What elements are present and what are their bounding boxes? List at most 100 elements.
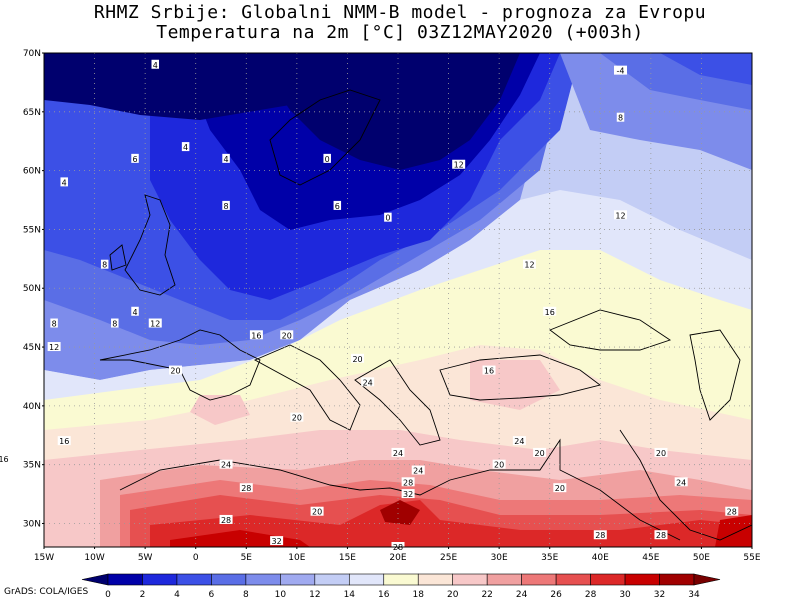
lon-label: 5E bbox=[241, 553, 253, 563]
lat-label: 70N bbox=[23, 49, 41, 59]
contour-label: 8 bbox=[618, 114, 623, 123]
contour-label: 4 bbox=[224, 155, 229, 164]
axis-labels: 70N 65N 60N 55N 50N 45N 40N 35N 30N 15W 10W 5W 0 5E 10… bbox=[23, 49, 761, 563]
colorbar-swatch bbox=[486, 573, 522, 586]
contour-labels: 4-40468-48121212160448608848121216202024… bbox=[0, 59, 739, 552]
lon-label: 5W bbox=[138, 553, 153, 563]
colorbar-tick: 26 bbox=[550, 590, 562, 600]
contour-label: 20 bbox=[535, 449, 545, 458]
colorbar-arrow-low bbox=[81, 573, 109, 586]
contour-label: 20 bbox=[170, 367, 180, 376]
contour-label: 20 bbox=[282, 331, 292, 340]
contour-label: 24 bbox=[393, 449, 403, 458]
colorbar-swatch bbox=[245, 573, 281, 586]
colorbar-swatch bbox=[280, 573, 316, 586]
contour-label: 0 bbox=[385, 214, 390, 223]
lat-label: 45N bbox=[23, 343, 41, 353]
colorbar-swatch bbox=[452, 573, 488, 586]
colorbar-swatch bbox=[659, 573, 695, 586]
contour-label: 24 bbox=[413, 467, 423, 476]
colorbar-tick: 28 bbox=[585, 590, 597, 600]
lat-label: 55N bbox=[23, 225, 41, 235]
colorbar-swatch bbox=[555, 573, 591, 586]
colorbar-tick: 12 bbox=[309, 590, 320, 600]
contour-label: 28 bbox=[727, 508, 737, 517]
colorbar-tick: 30 bbox=[619, 590, 631, 600]
lon-label: 10E bbox=[288, 553, 305, 563]
contour-label: 28 bbox=[595, 531, 605, 540]
contour-label: 8 bbox=[224, 202, 229, 211]
colorbar-tick: 6 bbox=[209, 590, 215, 600]
colorbar: 0 2 4 6 8 10 12 14 16 18 20 22 24 26 28 30 32 34 bbox=[81, 573, 721, 600]
contour-label: 24 bbox=[221, 461, 231, 470]
contour-label: 12 bbox=[524, 261, 534, 270]
colorbar-tick: 10 bbox=[275, 590, 287, 600]
contour-label: 8 bbox=[112, 320, 117, 329]
contour-label: 4 bbox=[62, 178, 67, 187]
contour-label: 28 bbox=[241, 484, 251, 493]
contour-label: 32 bbox=[403, 490, 413, 499]
lon-label: 55E bbox=[743, 553, 760, 563]
colorbar-swatch bbox=[348, 573, 385, 586]
lon-label: 20E bbox=[389, 553, 406, 563]
colorbar-tick: 4 bbox=[174, 590, 180, 600]
contour-label: 28 bbox=[656, 531, 666, 540]
contour-label: 16 bbox=[0, 455, 9, 464]
colorbar-swatch bbox=[314, 573, 350, 586]
lon-label: 25E bbox=[440, 553, 457, 563]
lon-label: 35E bbox=[541, 553, 558, 563]
lat-label: 50N bbox=[23, 284, 41, 294]
lon-label: 15W bbox=[34, 553, 54, 563]
contour-label: 24 bbox=[676, 478, 686, 487]
graticule bbox=[44, 53, 752, 547]
colorbar-tick: 24 bbox=[516, 590, 528, 600]
map-title-line1: RHMZ Srbije: Globalni NMM-B model - prog… bbox=[93, 2, 707, 23]
contour-label: 24 bbox=[514, 437, 524, 446]
colorbar-swatch bbox=[590, 573, 626, 586]
contour-label: -4 bbox=[617, 67, 625, 76]
grads-credit: GrADS: COLA/IGES bbox=[4, 587, 89, 597]
colorbar-swatch bbox=[142, 573, 178, 586]
contour-label: 16 bbox=[545, 308, 555, 317]
colorbar-tick: 18 bbox=[413, 590, 425, 600]
contour-label: 4 bbox=[153, 61, 158, 70]
lat-label: 30N bbox=[23, 519, 41, 529]
colorbar-arrow-high bbox=[693, 573, 721, 586]
lat-label: 60N bbox=[23, 167, 41, 177]
contour-label: 16 bbox=[59, 437, 69, 446]
lon-label: 0 bbox=[193, 553, 199, 563]
colorbar-swatch bbox=[176, 573, 212, 586]
contour-label: 0 bbox=[325, 155, 330, 164]
colorbar-tick: 2 bbox=[140, 590, 146, 600]
colorbar-tick: 0 bbox=[105, 590, 111, 600]
contour-label: 12 bbox=[615, 211, 625, 220]
field-layer bbox=[44, 53, 752, 547]
contour-label: 12 bbox=[454, 161, 464, 170]
contour-label: 20 bbox=[656, 449, 666, 458]
colorbar-tick: 20 bbox=[447, 590, 459, 600]
colorbar-tick: 14 bbox=[344, 590, 356, 600]
lon-label: 40E bbox=[592, 553, 609, 563]
colorbar-swatch bbox=[107, 573, 143, 586]
contour-label: 4 bbox=[132, 308, 137, 317]
contour-label: 8 bbox=[102, 261, 107, 270]
contour-label: 12 bbox=[150, 320, 160, 329]
contour-label: 6 bbox=[132, 155, 137, 164]
colorbar-swatch bbox=[417, 573, 454, 586]
lon-label: 10W bbox=[84, 553, 104, 563]
colorbar-swatch bbox=[521, 573, 557, 586]
contour-label: 20 bbox=[494, 461, 504, 470]
lon-label: 45E bbox=[642, 553, 659, 563]
colorbar-tick: 16 bbox=[378, 590, 390, 600]
colorbar-swatch bbox=[211, 573, 247, 586]
contour-label: 20 bbox=[292, 414, 302, 423]
colorbar-tick: 32 bbox=[654, 590, 665, 600]
contour-label: 28 bbox=[221, 516, 231, 525]
colorbar-swatch bbox=[383, 573, 419, 586]
lat-label: 40N bbox=[23, 402, 41, 412]
colorbar-tick: 22 bbox=[481, 590, 492, 600]
map-title-line2: Temperatura na 2m [°C] 03Z12MAY2020 (+00… bbox=[156, 22, 644, 43]
contour-label: 28 bbox=[403, 478, 413, 487]
lat-label: 35N bbox=[23, 461, 41, 471]
